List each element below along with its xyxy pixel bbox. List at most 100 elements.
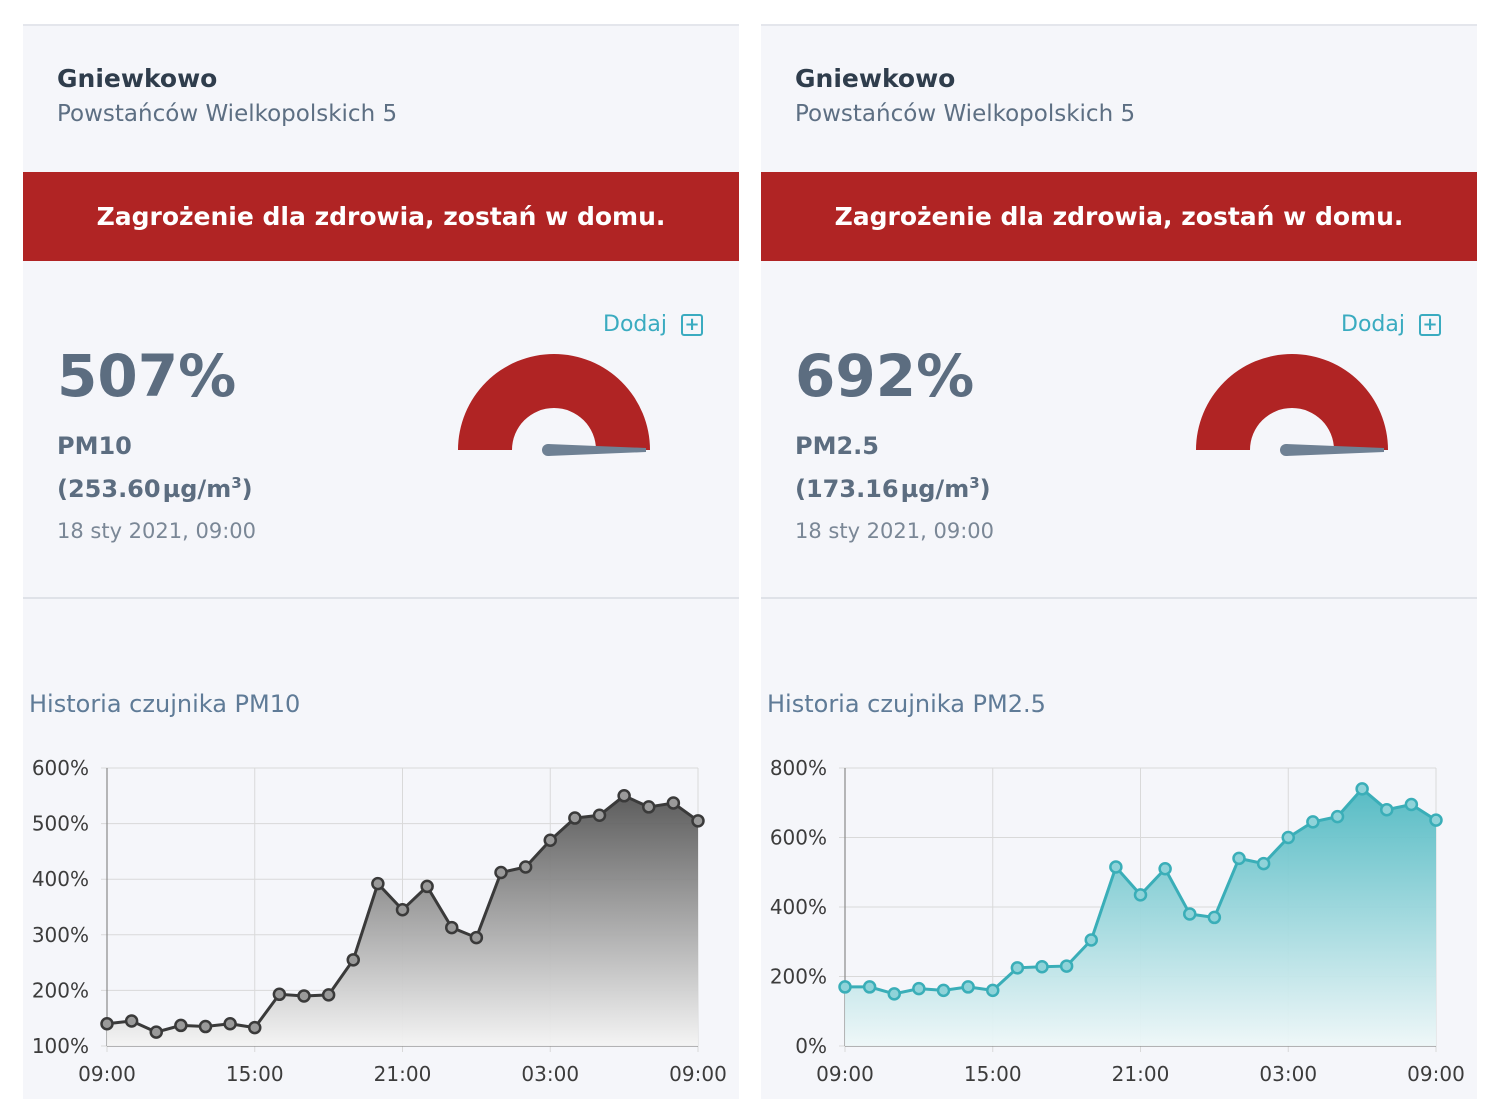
plus-square-icon: +	[681, 313, 703, 336]
data-point	[986, 983, 1000, 998]
measurement-timestamp: 18 sty 2021, 09:00	[795, 519, 994, 543]
data-point	[420, 879, 434, 894]
concentration-value: (253.60µg/m3)	[57, 474, 253, 503]
add-button[interactable]: Dodaj +	[603, 312, 703, 337]
series-area	[107, 795, 698, 1046]
data-point	[642, 800, 656, 814]
pollution-percent: 692%	[795, 342, 975, 410]
y-tick-label: 600%	[770, 826, 827, 850]
data-point	[1084, 933, 1098, 947]
data-point	[371, 876, 385, 891]
health-warning-banner: Zagrożenie dla zdrowia, zostań w domu.	[23, 172, 739, 261]
station-address: Powstańców Wielkopolskich 5	[795, 101, 1136, 127]
data-point	[1133, 888, 1148, 902]
data-point	[936, 983, 951, 998]
data-point	[1404, 797, 1419, 812]
gauge-needle-hub	[1280, 444, 1292, 456]
data-point	[395, 903, 410, 917]
y-tick-label: 300%	[32, 923, 89, 947]
gauge-needle	[548, 444, 646, 456]
data-point	[691, 814, 705, 828]
station-card-pm10: Gniewkowo Powstańców Wielkopolskich 5 Za…	[23, 24, 739, 1099]
gauge-needle	[1286, 444, 1384, 456]
y-tick-label: 0%	[795, 1034, 827, 1058]
gauge-arc	[1196, 354, 1388, 450]
data-point	[198, 1019, 213, 1034]
data-point	[248, 1020, 262, 1035]
data-point	[961, 980, 975, 994]
add-button-label: Dodaj	[1341, 312, 1405, 337]
data-point	[1010, 961, 1025, 975]
series-area	[845, 788, 1436, 1046]
health-warning-banner: Zagrożenie dla zdrowia, zostań w domu.	[761, 172, 1477, 261]
history-chart: 600% 500% 400% 300% 200% 100% 09:00 15:00 21:00 0…	[32, 756, 727, 1086]
data-point	[518, 860, 533, 874]
x-tick-label: 21:00	[1112, 1062, 1170, 1086]
history-chart: 800% 600% 400% 200% 0% 09:00 15:00 21:00 03:00 09…	[770, 756, 1465, 1086]
data-point	[1330, 809, 1345, 824]
y-tick-label: 500%	[32, 812, 89, 836]
data-point	[543, 833, 557, 848]
data-point	[838, 980, 852, 994]
station-card-pm25: Gniewkowo Powstańców Wielkopolskich 5 Za…	[761, 24, 1477, 1099]
air-quality-gauge	[1196, 354, 1388, 456]
pollutant-name: PM2.5	[795, 432, 879, 460]
data-point	[124, 1014, 139, 1028]
data-point	[1109, 860, 1123, 874]
measurement-timestamp: 18 sty 2021, 09:00	[57, 519, 256, 543]
gauge-arc	[458, 354, 650, 450]
data-point	[1355, 782, 1369, 796]
data-point	[469, 930, 484, 945]
station-name: Gniewkowo	[795, 64, 956, 93]
data-point	[1256, 856, 1271, 871]
x-tick-label: 21:00	[374, 1062, 432, 1086]
divider	[23, 597, 739, 599]
y-tick-label: 800%	[770, 756, 827, 780]
data-point	[912, 981, 926, 996]
data-point	[346, 953, 360, 967]
data-point	[592, 808, 607, 823]
data-point	[1429, 813, 1443, 827]
data-point	[223, 1017, 237, 1031]
data-point	[862, 980, 877, 994]
data-point	[1306, 815, 1320, 829]
x-tick-label: 09:00	[816, 1062, 874, 1086]
station-name: Gniewkowo	[57, 64, 218, 93]
history-title: Historia czujnika PM2.5	[767, 690, 1046, 718]
pollution-percent: 507%	[57, 342, 237, 410]
data-point	[174, 1018, 188, 1033]
y-tick-label: 400%	[770, 895, 827, 919]
divider	[761, 597, 1477, 599]
data-point	[1281, 830, 1295, 845]
y-tick-label: 100%	[32, 1034, 89, 1058]
data-point	[1232, 851, 1246, 866]
history-title: Historia czujnika PM10	[29, 690, 301, 718]
add-button-label: Dodaj	[603, 312, 667, 337]
data-point	[321, 988, 336, 1002]
x-tick-label: 09:00	[1407, 1062, 1465, 1086]
data-point	[1158, 862, 1172, 876]
data-point	[297, 989, 311, 1003]
concentration-value: (173.16µg/m3)	[795, 474, 991, 503]
air-quality-gauge	[458, 354, 650, 456]
data-point	[887, 987, 901, 1001]
y-tick-label: 600%	[32, 756, 89, 780]
data-point	[272, 987, 287, 1002]
x-tick-label: 09:00	[669, 1062, 727, 1086]
data-point	[149, 1025, 163, 1039]
data-point	[1183, 907, 1197, 921]
gauge-needle-hub	[542, 444, 554, 456]
x-tick-label: 15:00	[226, 1062, 284, 1086]
data-point	[666, 796, 681, 810]
data-point	[494, 865, 508, 880]
add-button[interactable]: Dodaj +	[1341, 312, 1441, 337]
x-tick-label: 03:00	[521, 1062, 579, 1086]
y-tick-label: 200%	[770, 965, 827, 989]
y-tick-label: 400%	[32, 867, 89, 891]
x-tick-label: 03:00	[1259, 1062, 1317, 1086]
data-point	[568, 811, 582, 825]
data-point	[1059, 959, 1074, 973]
data-point	[1380, 802, 1394, 817]
plus-square-icon: +	[1419, 313, 1441, 336]
y-tick-label: 200%	[32, 978, 89, 1002]
